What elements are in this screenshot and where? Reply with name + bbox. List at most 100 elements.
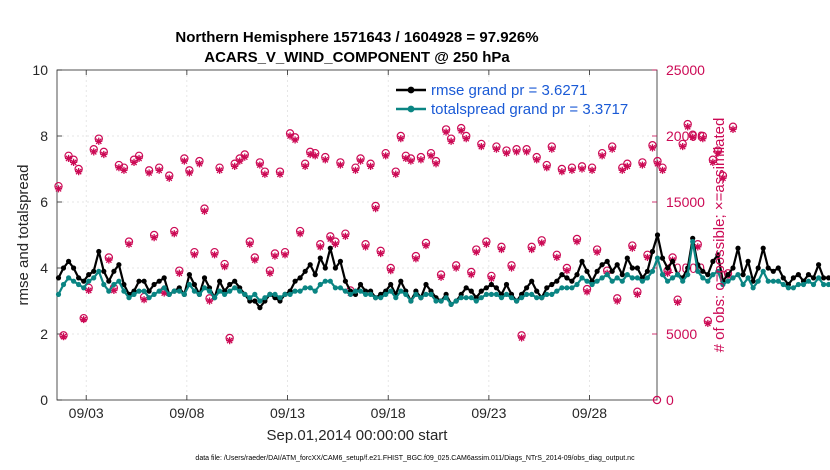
obs-assimilated-point (623, 162, 631, 170)
series-point-rmse (569, 278, 575, 284)
series-point-spread (514, 298, 520, 304)
series-point-spread (503, 291, 510, 297)
series-point-rmse (760, 245, 766, 251)
obs-assimilated-point (407, 157, 415, 165)
series-point-rmse (327, 245, 333, 251)
series-point-spread (665, 278, 671, 284)
series-point-spread (227, 288, 233, 294)
series-point-spread (96, 268, 102, 274)
series-point-spread (418, 295, 424, 301)
series-point-spread (428, 291, 434, 297)
series-point-spread (760, 268, 766, 274)
obs-assimilated-point (432, 160, 440, 168)
series-point-rmse (549, 281, 555, 288)
series-point-rmse (775, 265, 781, 271)
series-point-rmse (106, 278, 112, 284)
series-point-rmse (725, 272, 731, 278)
series-point-spread (247, 295, 253, 301)
series-point-rmse (594, 268, 600, 274)
obs-assimilated-point (638, 161, 647, 169)
series-point-spread (685, 272, 691, 278)
series-point-spread (287, 291, 293, 297)
series-point-rmse (217, 278, 223, 284)
series-point-rmse (478, 288, 484, 294)
series-point-rmse (257, 305, 263, 311)
series-point-rmse (574, 272, 580, 278)
series-point-rmse (101, 268, 107, 274)
obs-assimilated-point (502, 149, 511, 157)
series-point-spread (468, 295, 474, 301)
obs-assimilated-point (100, 150, 108, 159)
obs-assimilated-point (130, 158, 138, 166)
obs-assimilated-point (165, 174, 173, 182)
series-point-spread (106, 288, 112, 294)
series-point-spread (579, 275, 585, 281)
series-point-rmse (60, 265, 67, 271)
series-point-spread (201, 285, 208, 291)
series-point-rmse (730, 265, 736, 271)
series-point-spread (312, 288, 318, 294)
series-point-spread (740, 281, 746, 288)
series-point-spread (222, 291, 228, 297)
obs-assimilated-point (487, 274, 495, 283)
obs-assimilated-point (110, 286, 118, 295)
series-point-spread (166, 291, 172, 297)
series-point-spread (493, 291, 499, 297)
obs-assimilated-point (633, 290, 641, 298)
obs-assimilated-point (694, 243, 702, 251)
series-point-spread (780, 281, 786, 288)
y-tick-label-right: 0 (666, 392, 674, 408)
obs-assimilated-point (366, 162, 375, 170)
legend-rmse-marker (407, 86, 415, 94)
series-point-spread (302, 285, 308, 291)
series-point-spread (373, 295, 379, 301)
series-point-spread (599, 275, 605, 281)
series-layer (55, 232, 830, 311)
series-point-spread (498, 295, 505, 301)
obs-assimilated-point (553, 253, 561, 262)
series-point-rmse (544, 285, 550, 291)
obs-assimilated-point (105, 256, 113, 264)
series-point-spread (66, 275, 72, 281)
series-point-spread (438, 298, 444, 304)
tick-layer: 09/03 09/08 09/13 09/18 09/23 09/28 0 2 4 6 8 10 0 50… (32, 62, 705, 421)
series-point-rmse (619, 272, 625, 278)
series-point-rmse (826, 275, 830, 281)
series-point-spread (408, 298, 414, 304)
x-tick-label: 09/18 (371, 405, 406, 421)
series-point-spread (337, 285, 343, 291)
series-point-spread (816, 275, 822, 281)
y-tick-label-right: 15000 (666, 194, 705, 210)
obs-assimilated-point (679, 142, 687, 151)
obs-assimilated-point (653, 160, 662, 168)
series-point-spread (252, 291, 258, 297)
series-point-rmse (624, 255, 630, 261)
series-point-spread (206, 288, 213, 294)
series-point-spread (639, 278, 646, 284)
series-point-spread (483, 291, 489, 297)
series-point-spread (554, 288, 560, 294)
series-point-spread (60, 281, 67, 288)
series-point-spread (156, 288, 162, 294)
series-point-spread (176, 288, 182, 294)
series-point-spread (649, 268, 656, 274)
series-point-rmse (700, 268, 706, 274)
obs-assimilated-point (643, 253, 652, 262)
series-point-rmse (644, 268, 651, 274)
series-point-rmse (534, 288, 540, 294)
grid-layer (57, 70, 657, 400)
series-point-spread (161, 285, 167, 291)
series-point-spread (413, 291, 419, 297)
obs-assimilated-point (301, 162, 309, 170)
series-point-spread (700, 275, 706, 281)
y-tick-label-left: 4 (40, 260, 48, 276)
series-point-spread (775, 278, 781, 284)
series-point-spread (91, 275, 97, 281)
obs-assimilated-point (658, 166, 667, 174)
series-point-spread (121, 288, 127, 294)
obs-assimilated-point (85, 286, 93, 295)
series-point-spread (101, 281, 107, 288)
obs-assimilated-point (648, 144, 657, 152)
obs-assimilated-point (361, 243, 370, 251)
series-point-spread (403, 291, 409, 297)
